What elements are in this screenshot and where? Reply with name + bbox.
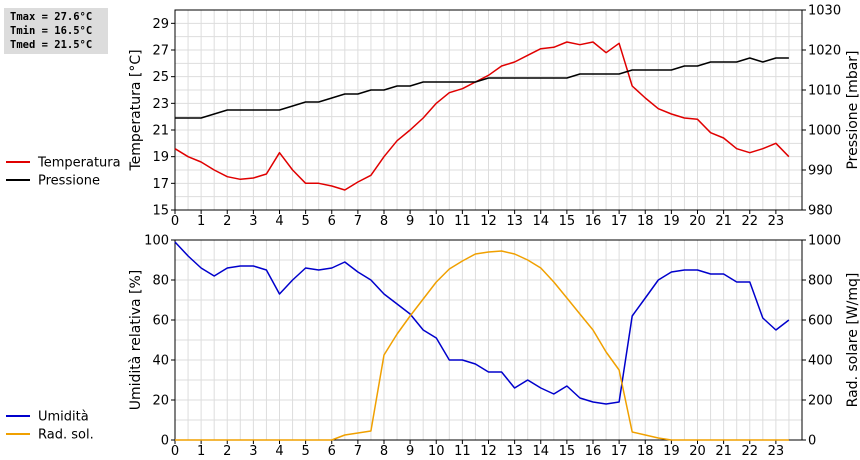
panel2-xtick-label: 0: [171, 444, 179, 459]
panel2-xtick-label: 21: [715, 444, 732, 459]
panel1-xtick-label: 0: [171, 214, 179, 229]
panel2-legend-label-2: Rad. sol.: [38, 428, 94, 443]
panel1-y2tick-label: 980: [808, 204, 833, 219]
panel2-y2tick-label: 1000: [808, 234, 841, 249]
panel1-legend-label-1: Temperatura: [37, 156, 121, 171]
stats-box: Tmax = 27.6°C Tmin = 16.5°C Tmed = 21.5°…: [4, 8, 108, 54]
panel2-y2label: Rad. solare [W/mq]: [845, 273, 860, 408]
panel2-xtick-label: 19: [663, 444, 680, 459]
panel1-y2tick-label: 1030: [808, 4, 841, 19]
panel1-ytick-label: 17: [152, 177, 169, 192]
panel1-y2tick-label: 1020: [808, 44, 841, 59]
panel1-xtick-label: 7: [354, 214, 362, 229]
panel2-xtick-label: 9: [406, 444, 414, 459]
panel2-series-2-line: [175, 250, 789, 441]
panel2-xtick-label: 8: [380, 444, 388, 459]
panel2-xtick-label: 3: [249, 444, 257, 459]
panel1-legend-label-2: Pressione: [38, 174, 100, 189]
panel2-y2tick-label: 800: [808, 274, 833, 289]
panel1-xtick-label: 10: [428, 214, 445, 229]
panel2-y2tick-label: 200: [808, 394, 833, 409]
panel1-xtick-label: 22: [741, 214, 758, 229]
tmin-text: Tmin = 16.5°C: [10, 25, 93, 37]
panel1-xtick-label: 11: [454, 214, 471, 229]
panel1-y2label: Pressione [mbar]: [845, 50, 860, 169]
panel1-xtick-label: 12: [480, 214, 497, 229]
panel2-xtick-label: 11: [454, 444, 471, 459]
panel1-xtick-label: 17: [611, 214, 628, 229]
panel2-series-1-line: [174, 241, 790, 405]
panel2-legend-label-1: Umidità: [38, 410, 89, 425]
panel2-xtick-label: 10: [428, 444, 445, 459]
panel1-y2tick-label: 1000: [808, 124, 841, 139]
panel1-xtick-label: 16: [585, 214, 602, 229]
panel2-y2tick-label: 0: [808, 434, 816, 449]
panel2-xtick-label: 7: [354, 444, 362, 459]
panel1-series-1-line: [174, 41, 790, 191]
panel1-xtick-label: 9: [406, 214, 414, 229]
panel2-xtick-label: 12: [480, 444, 497, 459]
panel1-xtick-label: 4: [275, 214, 283, 229]
panel2-xtick-label: 22: [741, 444, 758, 459]
panel2-xtick-label: 16: [585, 444, 602, 459]
panel1-xtick-label: 8: [380, 214, 388, 229]
panel2-xtick-label: 17: [611, 444, 628, 459]
panel2-xtick-label: 18: [637, 444, 654, 459]
panel1-xtick-label: 21: [715, 214, 732, 229]
panel1-xtick-label: 2: [223, 214, 231, 229]
panel1-ytick-label: 27: [152, 44, 169, 59]
panel1-xtick-label: 18: [637, 214, 654, 229]
panel2-xtick-label: 5: [301, 444, 309, 459]
panel1-xtick-label: 3: [249, 214, 257, 229]
panel1-xtick-label: 23: [768, 214, 785, 229]
panel1-series-2-line: [175, 57, 789, 119]
panel2-xtick-label: 23: [768, 444, 785, 459]
panel1-xtick-label: 19: [663, 214, 680, 229]
panel2-ylabel: Umidità relativa [%]: [128, 270, 144, 411]
panel2-xtick-label: 6: [328, 444, 336, 459]
panel2-ytick-label: 0: [161, 434, 169, 449]
panel2-xtick-label: 4: [275, 444, 283, 459]
panel2-ytick-label: 40: [152, 354, 169, 369]
panel1-ytick-label: 25: [152, 70, 169, 85]
panel2-ytick-label: 80: [152, 274, 169, 289]
panel2-ytick-label: 20: [152, 394, 169, 409]
panel2-ytick-label: 60: [152, 314, 169, 329]
panel1-ytick-label: 15: [152, 204, 169, 219]
panel2-xtick-label: 13: [506, 444, 523, 459]
panel2-xtick-label: 20: [689, 444, 706, 459]
panel1-y2tick-label: 990: [808, 164, 833, 179]
panel1-ytick-label: 23: [152, 97, 169, 112]
panel1-xtick-label: 20: [689, 214, 706, 229]
panel1-xtick-label: 1: [197, 214, 205, 229]
panel1-ytick-label: 29: [152, 17, 169, 32]
tmed-text: Tmed = 21.5°C: [10, 39, 93, 51]
panel1-y2tick-label: 1010: [808, 84, 841, 99]
panel1-ytick-label: 21: [152, 124, 169, 139]
panel2-ytick-label: 100: [144, 234, 169, 249]
panel2-xtick-label: 14: [532, 444, 549, 459]
panel1-xtick-label: 14: [532, 214, 549, 229]
panel1-xtick-label: 6: [328, 214, 336, 229]
panel1-xtick-label: 5: [301, 214, 309, 229]
panel1-ytick-label: 19: [152, 150, 169, 165]
panel2-y2tick-label: 600: [808, 314, 833, 329]
panel1-xtick-label: 13: [506, 214, 523, 229]
tmax-text: Tmax = 27.6°C: [10, 11, 93, 23]
panel2-xtick-label: 2: [223, 444, 231, 459]
panel2-xtick-label: 1: [197, 444, 205, 459]
panel1-xtick-label: 15: [559, 214, 576, 229]
panel2-y2tick-label: 400: [808, 354, 833, 369]
panel1-ylabel: Temperatura [°C]: [128, 49, 144, 171]
panel2-xtick-label: 15: [559, 444, 576, 459]
